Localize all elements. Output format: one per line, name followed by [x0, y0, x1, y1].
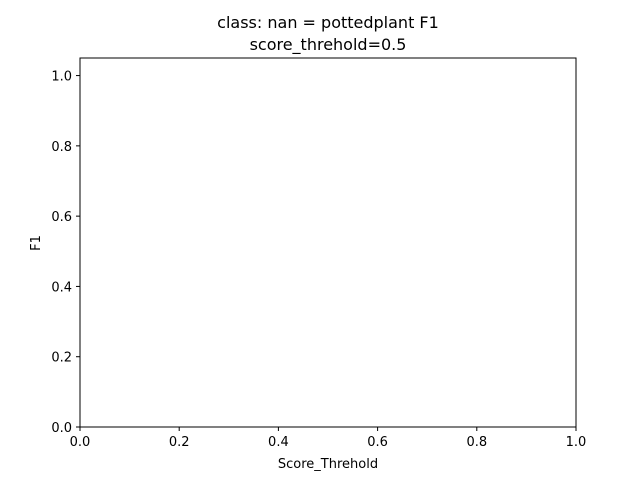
y-tick-label: 0.2: [51, 351, 72, 366]
y-tick-label: 0.8: [51, 140, 72, 155]
x-tick-label: 1.0: [566, 435, 587, 450]
chart-title: class: nan = pottedplant F1: [217, 13, 439, 32]
plot-area: 0.0 0.2 0.4 0.6 0.8 1.0 0.0 0.2 0.4 0.6 0.8 1.0: [51, 57, 587, 450]
y-tick-label: 0.4: [51, 280, 72, 295]
chart-subtitle: score_threhold=0.5: [250, 35, 407, 55]
x-tick-label: 0.8: [466, 435, 487, 450]
x-tick-label: 0.0: [70, 435, 91, 450]
y-tick-label: 1.0: [51, 70, 72, 85]
y-axis-label: F1: [29, 235, 44, 251]
x-tick-label: 0.2: [169, 435, 190, 450]
y-tick-label: 0.0: [51, 421, 72, 436]
x-tick-label: 0.6: [367, 435, 388, 450]
x-axis-label: Score_Threhold: [278, 457, 378, 472]
axes-frame: [79, 57, 577, 428]
y-tick-label: 0.6: [51, 210, 72, 225]
x-tick-label: 0.4: [268, 435, 289, 450]
